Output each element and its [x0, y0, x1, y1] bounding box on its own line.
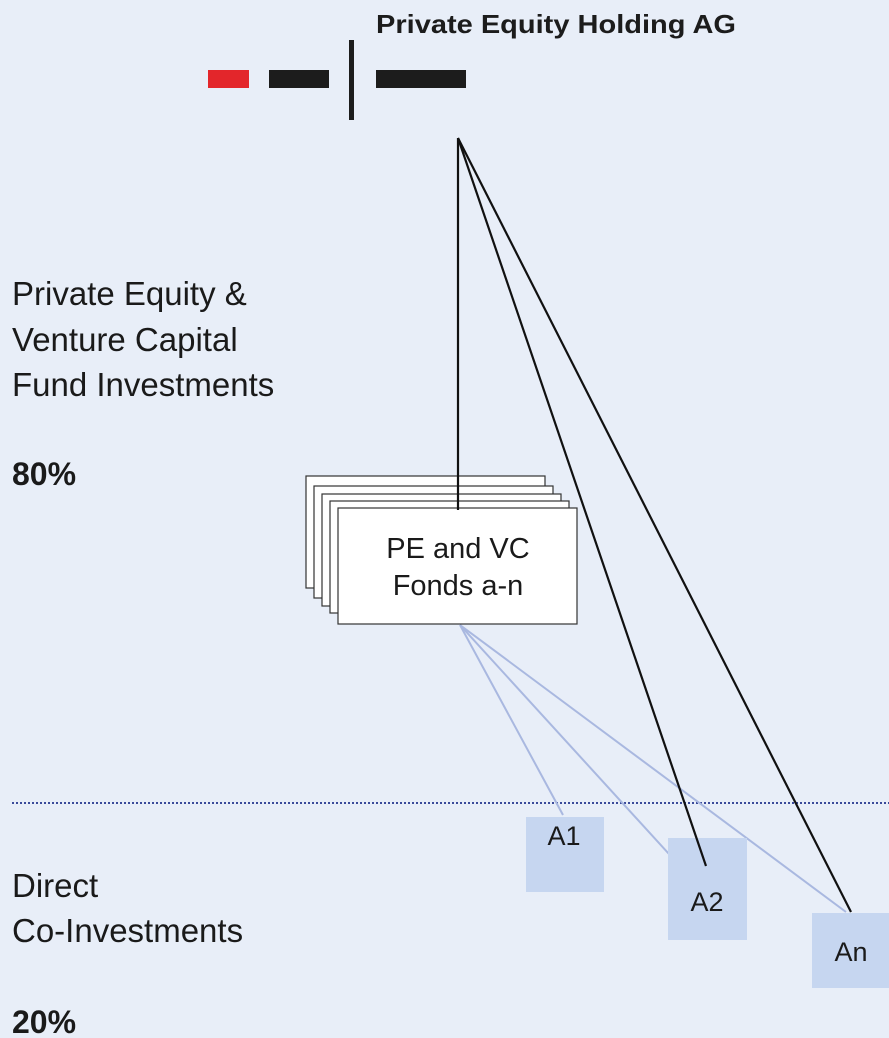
section-label: Venture Capital [12, 321, 238, 358]
logo-black-bar [269, 70, 329, 88]
node-box [812, 913, 889, 988]
node-box [668, 838, 747, 940]
logo-divider [349, 40, 354, 120]
node-label: An [834, 937, 867, 967]
section-label: Private Equity & [12, 275, 247, 312]
node-box [526, 817, 604, 892]
fund-stack [305, 475, 578, 625]
link [457, 137, 852, 913]
holding-links [456, 137, 852, 913]
logo-black-bar [376, 70, 466, 88]
link [459, 624, 847, 913]
logo-red-bar [208, 70, 249, 88]
section-share: 80% [12, 456, 76, 492]
node-label: A2 [690, 887, 723, 917]
link [459, 624, 701, 889]
link [459, 624, 564, 816]
fund-label: PE and VC [386, 533, 529, 565]
fund-label: Fonds a-n [393, 570, 524, 602]
section-label: Direct [12, 867, 98, 904]
fund-card [337, 507, 578, 625]
section-share: 20% [12, 1004, 76, 1038]
link [456, 137, 708, 867]
section-label: Co-Investments [12, 912, 243, 949]
fund-links [459, 624, 847, 913]
node-label: A1 [547, 821, 580, 851]
company-title: Private Equity Holding AG [376, 9, 736, 39]
section-label: Fund Investments [12, 366, 274, 403]
